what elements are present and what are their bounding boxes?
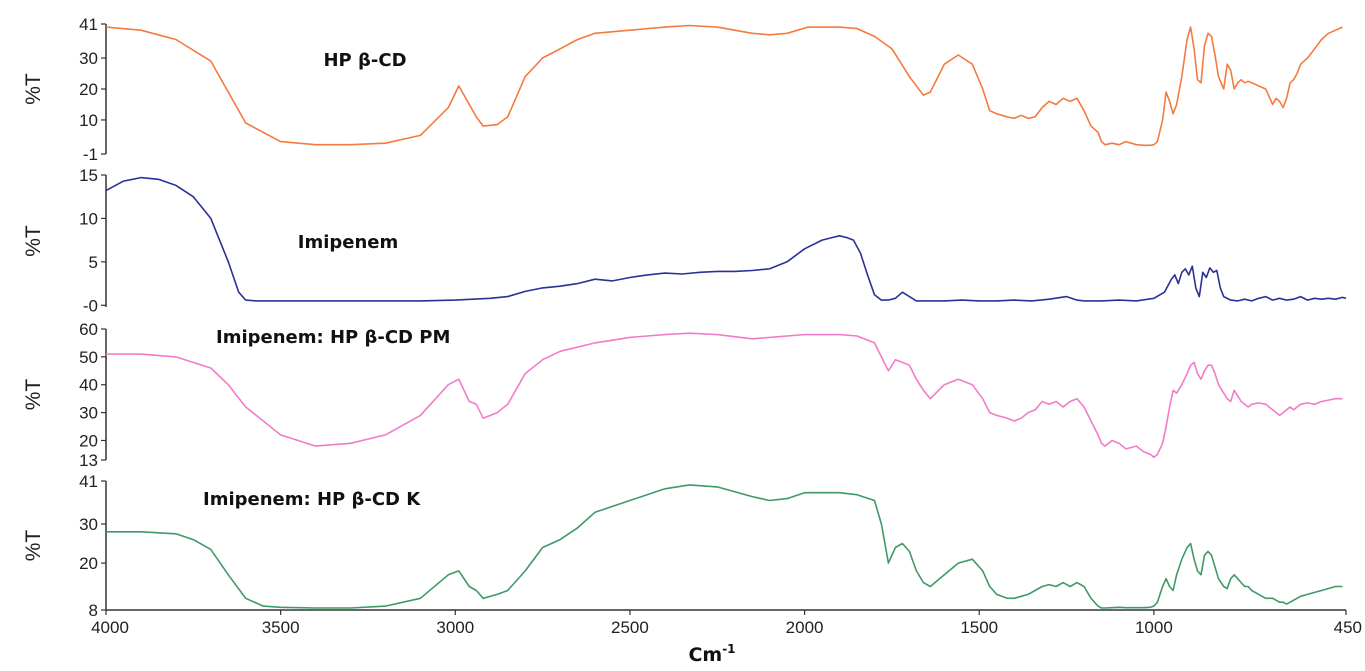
y-tick-label: 41 <box>79 472 98 491</box>
y-tick-label: 10 <box>79 209 98 228</box>
spectrum-line <box>106 484 1343 609</box>
spectrum-line <box>105 176 1347 302</box>
x-tick-label: 3000 <box>436 618 474 637</box>
y-tick-label: 20 <box>79 431 98 450</box>
spectrum-title: Imipenem: HP β-CD PM <box>216 327 450 348</box>
x-axis-label-text: Cm <box>688 644 722 666</box>
x-tick-label: 3500 <box>262 618 300 637</box>
y-tick-label: -1 <box>83 145 98 164</box>
spectrum-panel-4: 8 20 30 41 %T Imipenem: HP β-CD K <box>22 472 1343 620</box>
y-tick-label: 13 <box>79 451 98 470</box>
y-tick-label: 20 <box>79 554 98 573</box>
y-tick-label: 5 <box>89 253 98 272</box>
spectrum-title: HP β-CD <box>323 50 406 71</box>
y-tick-label: 30 <box>79 515 98 534</box>
y-axis-label: %T <box>22 73 45 105</box>
spectrum-title: Imipenem <box>298 232 399 253</box>
y-tick-label: 20 <box>79 80 98 99</box>
spectrum-line <box>106 332 1343 458</box>
spectrum-title: Imipenem: HP β-CD K <box>203 489 421 510</box>
x-axis: 4000 3500 3000 2500 2000 1500 1000 450 <box>91 609 1362 637</box>
y-tick-label: 40 <box>79 376 98 395</box>
x-tick-label: 4000 <box>91 618 129 637</box>
y-axis-label: %T <box>22 379 45 411</box>
y-tick-label: 8 <box>89 601 98 620</box>
x-tick-label: 1000 <box>1135 618 1173 637</box>
y-tick-label: 15 <box>79 166 98 185</box>
x-tick-label: 2500 <box>611 618 649 637</box>
x-tick-label: 1500 <box>960 618 998 637</box>
y-axis-label: %T <box>22 225 45 257</box>
spectrum-panel-2: -0 5 10 15 %T Imipenem <box>22 166 1347 315</box>
y-tick-label: 30 <box>79 404 98 423</box>
y-tick-label: 60 <box>79 320 98 339</box>
spectrum-line <box>105 24 1343 147</box>
y-tick-label: 10 <box>79 111 98 130</box>
x-tick-label: 450 <box>1334 618 1362 637</box>
y-tick-label: -0 <box>83 296 98 315</box>
y-axis-label: %T <box>22 530 45 562</box>
x-axis-label: Cm-1 <box>688 642 735 666</box>
y-tick-label: 30 <box>79 49 98 68</box>
y-tick-label: 41 <box>79 15 98 34</box>
y-tick-label: 50 <box>79 348 98 367</box>
x-tick-label: 2000 <box>786 618 824 637</box>
x-axis-label-superscript: -1 <box>722 642 735 656</box>
spectrum-panel-1: -1 10 20 30 41 %T HP β-CD <box>22 15 1343 164</box>
